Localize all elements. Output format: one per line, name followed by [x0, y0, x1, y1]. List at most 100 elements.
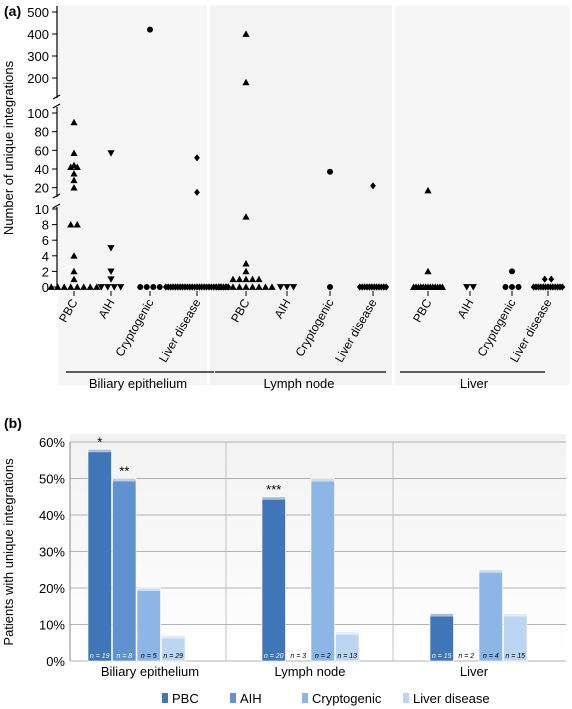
legend-swatch [162, 693, 168, 703]
y-axis-label: Number of unique integrations [1, 60, 16, 235]
y-tick-label: 60 [35, 143, 49, 158]
scatter-point [463, 284, 471, 291]
scatter-point [67, 283, 75, 290]
scatter-point [559, 283, 566, 291]
scatter-point [242, 30, 250, 37]
y-tick-label: 10 [35, 202, 49, 217]
axis-break-mark [52, 193, 61, 199]
y-tick-label: 500 [27, 5, 49, 20]
scatter-point [107, 150, 115, 157]
scatter-point [143, 284, 150, 290]
bar-top-highlight [137, 588, 161, 591]
scatter-point [424, 186, 432, 194]
scatter-point [242, 275, 250, 283]
scatter-point [147, 26, 153, 33]
y-tick-label: 20 [35, 181, 49, 196]
scatter-point [242, 260, 250, 267]
scatter-point [107, 268, 115, 275]
scatter-point [289, 284, 298, 291]
scatter-point [137, 284, 144, 290]
axis-break-mark [52, 103, 61, 109]
scatter-point [248, 275, 257, 283]
panel-a-label: (a) [4, 3, 21, 19]
bar-panel: 0% 10% 20% 30% 40% 50% 60% Patients with unique… [1, 434, 566, 706]
bar-n-label: n = 3 [290, 653, 306, 660]
scatter-point [54, 283, 62, 290]
scatter-point [70, 275, 78, 283]
bar-top-highlight [88, 449, 112, 453]
bar-top-highlight [335, 631, 359, 635]
bar-n-label: n = 19 [90, 653, 110, 660]
scatter-point [248, 283, 257, 290]
group-label: Liver [460, 376, 489, 391]
scatter-point [70, 252, 78, 259]
scatter-point [502, 284, 509, 290]
bar-n-label: n = 4 [483, 653, 499, 660]
bar-n-label: n = 13 [337, 653, 357, 660]
y-tick-label: 40% [39, 508, 65, 523]
scatter-point [235, 275, 244, 283]
y-tick-label: 50% [39, 472, 65, 487]
x-category-label: Lymph node [274, 664, 345, 679]
bar-n-label: n = 8 [116, 653, 132, 660]
scatter-point [86, 283, 94, 290]
scatter-point [110, 284, 118, 291]
bar-n-label: n = 15 [432, 653, 452, 660]
y-tick-label: 6 [42, 233, 49, 248]
scatter-point [194, 188, 200, 196]
scatter-point [104, 284, 112, 291]
panel-b-label: (b) [4, 415, 22, 431]
bar-top-highlight [503, 613, 527, 617]
scatter-point [268, 283, 276, 290]
scatter-point [424, 267, 432, 275]
group-label: Lymph node [263, 376, 334, 391]
scatter-point [327, 284, 333, 290]
bar [478, 569, 503, 662]
scatter-point [117, 284, 125, 291]
bar-n-label: n = 29 [163, 653, 183, 660]
bar-top-highlight [161, 635, 185, 639]
scatter-point [67, 221, 75, 228]
scatter-point [107, 276, 115, 283]
bar-top-highlight [430, 613, 454, 617]
scatter-point [255, 283, 263, 290]
axis-break-mark [52, 203, 61, 209]
scatter-point [47, 283, 55, 290]
legend-label: Liver disease [413, 691, 490, 706]
bar-top-highlight [479, 569, 503, 573]
bar-n-label: n = 2 [315, 653, 331, 660]
bar-top-highlight [112, 478, 136, 482]
scatter-point [327, 168, 333, 175]
y-tick-label: 80 [35, 125, 49, 140]
bar-n-label: n = 15 [505, 653, 525, 660]
bar-n-label: n = 5 [141, 653, 157, 660]
scatter-point [150, 284, 157, 290]
scatter-point [438, 283, 446, 290]
scatter-point [515, 284, 522, 290]
bar-n-label: n = 2 [458, 653, 474, 660]
scatter-point [73, 283, 81, 290]
significance-annotation: ** [119, 464, 129, 479]
bar [87, 448, 112, 662]
significance-annotation: *** [266, 482, 281, 497]
scatter-point [60, 283, 68, 290]
y-tick-label: 40 [35, 162, 49, 177]
scatter-point [216, 283, 224, 290]
bar [310, 478, 335, 662]
legend-label: Cryptogenic [312, 691, 382, 706]
y-tick-label: 100 [27, 106, 49, 121]
scatter-point [73, 163, 81, 171]
scatter-point [222, 283, 231, 290]
bar [112, 478, 137, 662]
scatter-point [242, 267, 250, 275]
scatter-point [370, 182, 376, 190]
scatter-point [70, 267, 78, 275]
scatter-point [194, 154, 200, 162]
legend-swatch [403, 693, 409, 703]
scatter-point [229, 283, 237, 290]
y-tick-label: 300 [27, 49, 49, 64]
x-category-label: Biliary epithelium [101, 664, 199, 679]
scatter-point [70, 118, 78, 126]
